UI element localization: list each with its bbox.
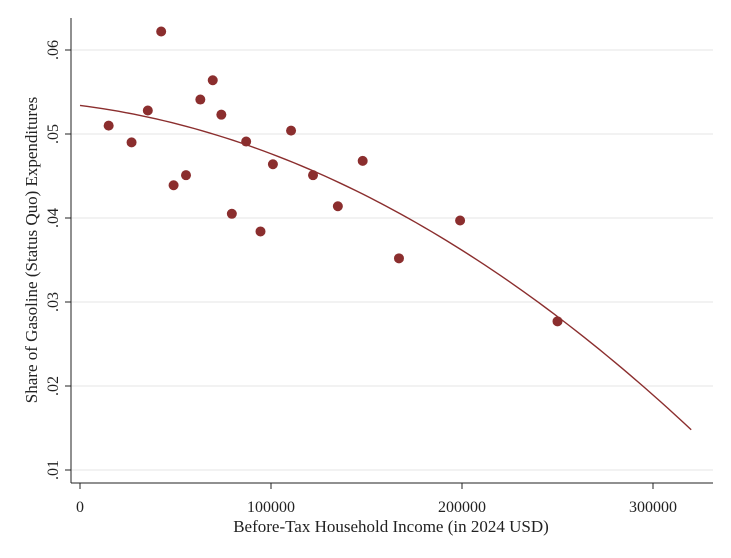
y-tick-label: .02 — [45, 376, 62, 396]
fit-line — [79, 104, 692, 431]
axes — [70, 18, 713, 484]
data-point — [207, 75, 218, 86]
data-point — [255, 226, 266, 237]
x-tick-label: 300000 — [629, 499, 677, 516]
data-point — [308, 170, 319, 181]
x-ticks: 0 100000 200000 300000 — [76, 483, 677, 516]
data-point — [455, 215, 466, 226]
y-tick-label: .06 — [45, 40, 62, 60]
data-point — [156, 26, 167, 37]
y-tick-label: .01 — [45, 460, 62, 480]
data-point — [103, 120, 114, 131]
y-tick-label: .05 — [45, 124, 62, 144]
fit-line-group — [79, 104, 692, 431]
x-tick-label: 200000 — [438, 499, 486, 516]
data-point — [357, 155, 368, 166]
x-tick-label: 100000 — [247, 499, 295, 516]
y-tick-label: .04 — [45, 208, 62, 228]
data-point — [332, 201, 343, 212]
data-point — [226, 208, 237, 219]
data-point — [286, 125, 297, 136]
data-point — [552, 316, 563, 327]
gridlines — [71, 49, 713, 471]
data-point — [195, 94, 206, 105]
data-points — [103, 26, 563, 327]
data-point — [267, 159, 278, 170]
x-axis-title: Before-Tax Household Income (in 2024 USD… — [233, 517, 549, 536]
data-point — [181, 170, 192, 181]
data-point — [168, 180, 179, 191]
data-point — [142, 105, 153, 116]
data-point — [126, 137, 137, 148]
data-point — [241, 136, 252, 147]
x-tick-label: 0 — [76, 499, 84, 516]
y-ticks: .01 .02 .03 .04 .05 .06 — [45, 40, 71, 480]
y-axis-title: Share of Gasoline (Status Quo) Expenditu… — [22, 97, 41, 403]
data-point — [216, 109, 227, 120]
data-point — [393, 253, 404, 264]
y-tick-label: .03 — [45, 292, 62, 312]
